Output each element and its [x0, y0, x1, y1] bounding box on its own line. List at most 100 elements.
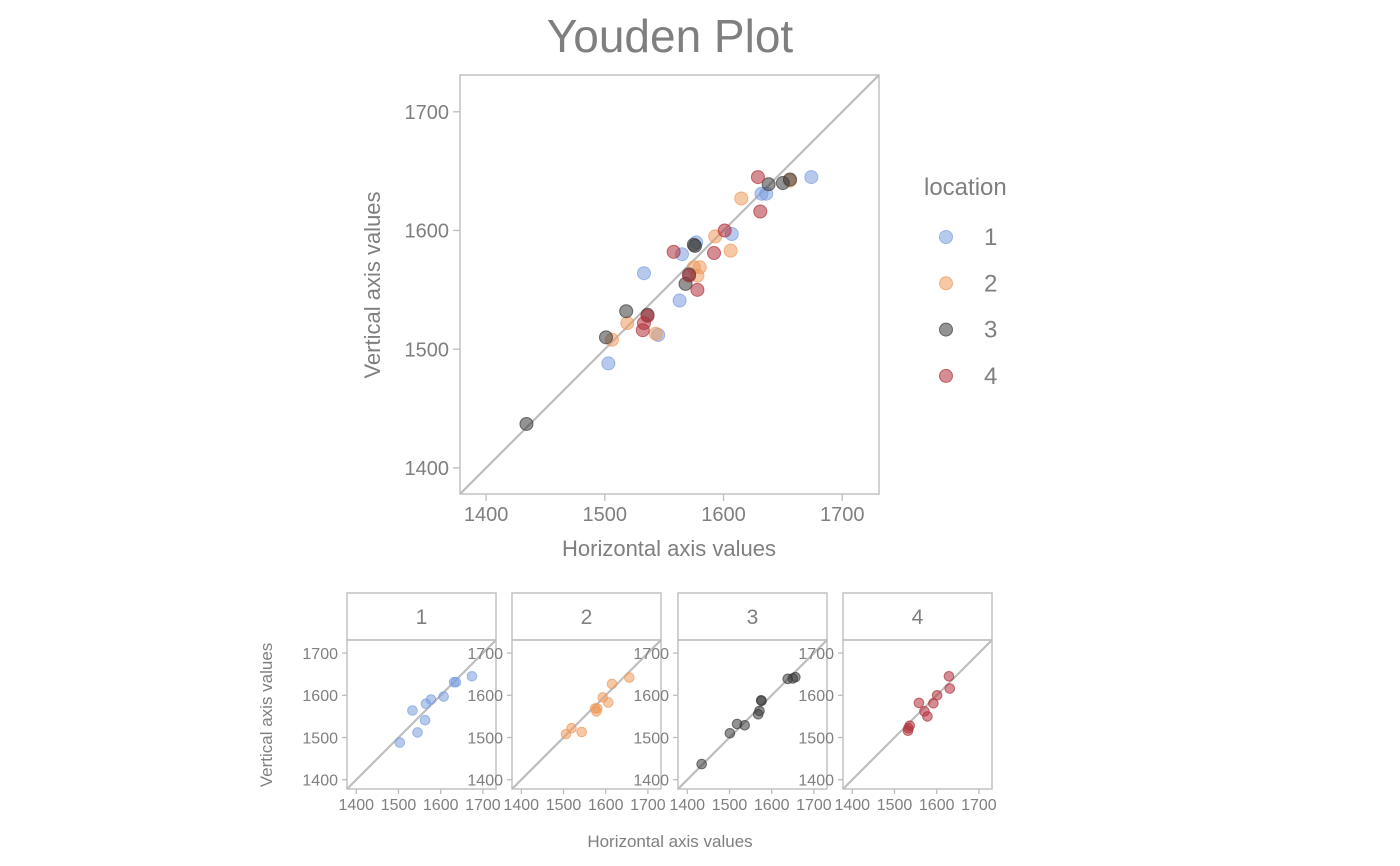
x-tick-label: 1500 — [546, 797, 582, 814]
legend-key-3 — [939, 322, 953, 337]
facet-y-axis-label: Vertical axis values — [257, 643, 276, 788]
x-tick-label: 1700 — [465, 797, 501, 814]
data-point-location-4 — [666, 244, 681, 259]
data-point-location-2 — [723, 243, 738, 258]
data-point-location-3 — [724, 727, 736, 739]
legend-label-3: 3 — [984, 317, 997, 344]
y-tick-label: 1600 — [633, 688, 669, 705]
data-point-location-4 — [928, 698, 939, 709]
y-tick-label: 1400 — [467, 772, 503, 789]
data-point-location-2 — [560, 728, 572, 740]
data-point-location-3 — [775, 176, 790, 191]
data-point-location-3 — [619, 304, 634, 319]
main-x-axis-label: Horizontal axis values — [562, 536, 776, 561]
facet-strip — [842, 592, 993, 641]
data-point-location-2 — [624, 672, 635, 683]
x-tick-label: 1400 — [669, 797, 705, 814]
x-tick-label: 1600 — [588, 797, 624, 814]
x-tick-label: 1500 — [583, 504, 628, 526]
x-tick-label: 1600 — [754, 797, 790, 814]
data-point-location-1 — [394, 737, 406, 748]
data-point-location-4 — [944, 683, 956, 694]
y-tick-label: 1700 — [798, 646, 834, 663]
data-point-location-3 — [755, 695, 767, 706]
facet-x-axis-label: Horizontal axis values — [587, 832, 752, 851]
y-tick-label: 1500 — [798, 730, 834, 747]
reference-line — [842, 639, 993, 790]
data-point-location-3 — [731, 718, 743, 730]
panel-border — [677, 639, 828, 790]
facet-strip — [346, 592, 497, 641]
data-point-location-4 — [913, 697, 925, 709]
x-tick-label: 1700 — [796, 797, 832, 814]
legend-label-1: 1 — [984, 224, 997, 251]
data-point-location-4 — [943, 671, 955, 682]
data-point-location-1 — [420, 698, 432, 710]
data-point-location-3 — [598, 330, 613, 345]
data-point-location-2 — [597, 692, 609, 703]
data-point-location-4 — [750, 170, 765, 185]
x-tick-label: 1700 — [630, 797, 666, 814]
data-point-location-1 — [438, 691, 449, 702]
data-point-location-2 — [576, 726, 587, 738]
data-point-location-4 — [919, 706, 930, 717]
data-point-location-1 — [412, 727, 423, 738]
x-tick-label: 1500 — [381, 797, 417, 814]
legend-title: location — [924, 174, 1007, 201]
facet-strip-label: 2 — [581, 606, 593, 629]
data-point-location-2 — [734, 191, 749, 206]
data-point-location-2 — [648, 326, 663, 341]
legend-key-2 — [939, 276, 953, 291]
facet-strip-label: 4 — [912, 606, 924, 629]
x-tick-label: 1700 — [820, 504, 865, 526]
data-point-location-4 — [717, 223, 732, 238]
data-point-location-1 — [672, 293, 687, 308]
x-tick-label: 1600 — [919, 797, 955, 814]
y-tick-label: 1400 — [405, 458, 450, 480]
data-point-location-1 — [407, 705, 418, 716]
x-tick-label: 1600 — [701, 504, 746, 526]
facet-strip — [511, 592, 662, 641]
facet-strip-label: 3 — [747, 606, 759, 629]
panel-border — [346, 639, 497, 790]
panel-border — [511, 639, 662, 790]
y-tick-label: 1400 — [633, 772, 669, 789]
data-point-location-3 — [696, 758, 707, 770]
y-tick-label: 1700 — [302, 646, 338, 663]
y-tick-label: 1600 — [467, 688, 503, 705]
data-point-location-4 — [753, 204, 768, 219]
data-point-location-2 — [620, 316, 635, 331]
legend-key-4 — [939, 368, 953, 383]
legend: location 1 2 3 4 — [924, 174, 1007, 390]
y-tick-label: 1400 — [302, 772, 338, 789]
x-tick-label: 1600 — [423, 797, 459, 814]
reference-line — [511, 639, 662, 790]
y-tick-label: 1700 — [405, 102, 450, 124]
facet-panel-1: 1 1400 1500 1600 1700 1400 1500 1600 1700 — [302, 592, 501, 814]
data-point-location-2 — [589, 703, 601, 714]
legend-label-2: 2 — [984, 270, 997, 297]
panel-border — [842, 639, 993, 790]
data-point-location-2 — [606, 678, 618, 690]
reference-line — [346, 639, 497, 790]
data-point-location-4 — [690, 282, 705, 297]
y-tick-label: 1600 — [798, 688, 834, 705]
data-point-location-3 — [519, 416, 534, 431]
x-tick-label: 1500 — [712, 797, 748, 814]
data-point-location-3 — [686, 237, 701, 252]
x-tick-label: 1400 — [834, 797, 870, 814]
y-tick-label: 1600 — [302, 688, 338, 705]
data-point-location-4 — [707, 246, 722, 261]
y-tick-label: 1500 — [302, 730, 338, 747]
data-point-location-1 — [636, 266, 651, 281]
y-tick-label: 1700 — [633, 646, 669, 663]
main-plot: 1400 1500 1600 1700 1400 1500 1600 1700 — [405, 74, 880, 526]
panel-border — [459, 74, 880, 495]
y-tick-label: 1500 — [405, 339, 450, 361]
y-tick-label: 1400 — [798, 772, 834, 789]
x-tick-label: 1700 — [961, 797, 997, 814]
